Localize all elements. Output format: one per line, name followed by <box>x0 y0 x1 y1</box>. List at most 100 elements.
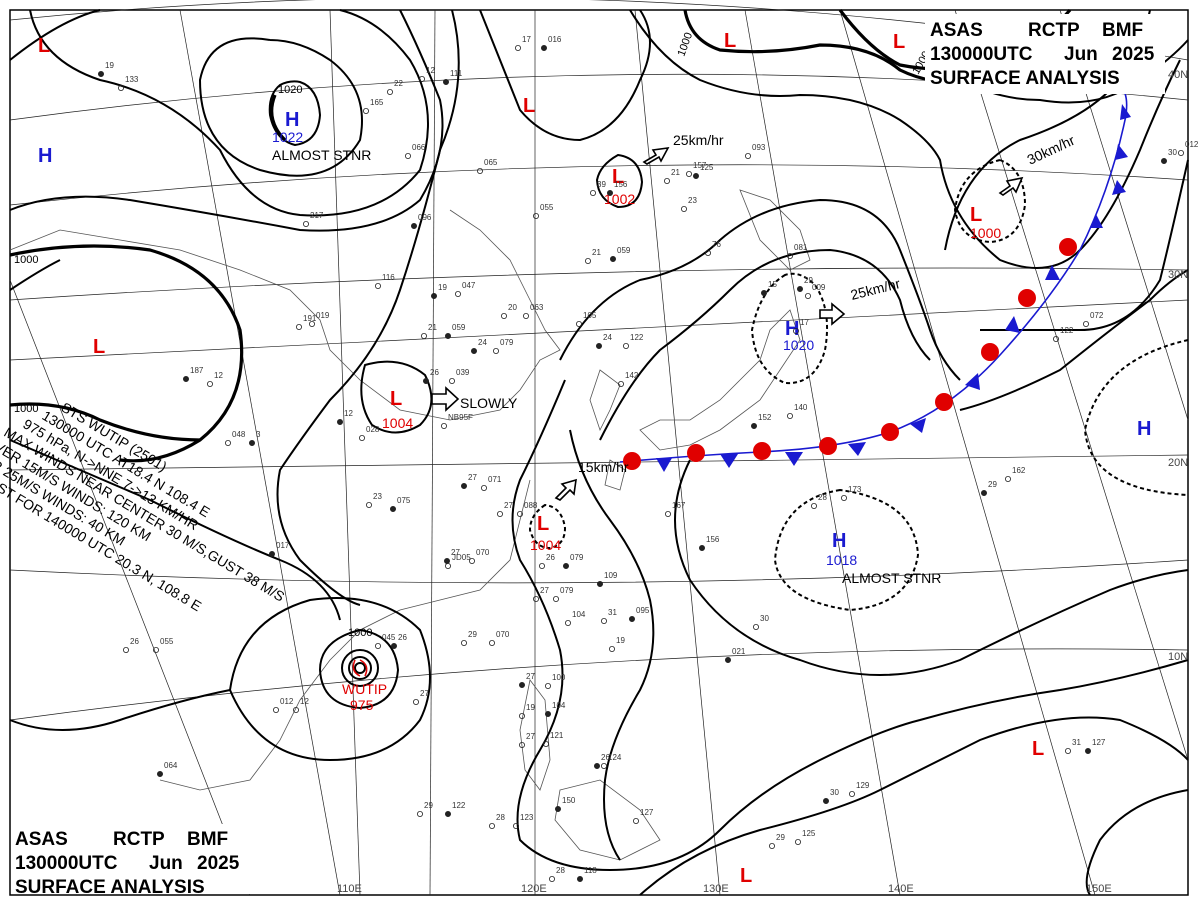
station-marker-icon <box>418 76 425 83</box>
station-report: 156 <box>614 180 628 189</box>
station-marker-icon <box>420 332 427 339</box>
station-report: 124 <box>608 753 622 762</box>
station-report: 079 <box>570 553 584 562</box>
station-report: 129 <box>856 781 870 790</box>
low-center-4: L <box>537 513 549 535</box>
station-marker-icon <box>753 624 760 631</box>
high-center-5: H <box>1137 418 1151 440</box>
station-report: 27 <box>526 672 535 681</box>
station-marker-icon <box>665 510 672 517</box>
station-marker-icon <box>576 320 583 327</box>
station-marker-icon <box>981 489 988 496</box>
station-marker-icon <box>751 422 758 429</box>
station-marker-icon <box>787 412 794 419</box>
station-marker-icon <box>365 501 372 508</box>
station-marker-icon <box>609 646 616 653</box>
isobars <box>9 8 1189 896</box>
low-center-11: L <box>740 865 752 887</box>
station-report: 122 <box>630 333 644 342</box>
high-center-2: H <box>38 145 52 167</box>
header-top-line2-c: 2025 <box>1112 44 1155 65</box>
station-report: 19 <box>526 703 535 712</box>
pressure-centers: L H 1022 H L L 1004 L 1004 L L 1002 L L … <box>38 30 1151 887</box>
station-report: 30 <box>830 788 839 797</box>
station-marker-icon <box>98 71 105 78</box>
station-marker-icon <box>295 323 302 330</box>
station-marker-icon <box>448 377 455 384</box>
station-report: 187 <box>190 366 204 375</box>
station-marker-icon <box>596 342 603 349</box>
lon-label-140e: 140E <box>888 883 914 895</box>
station-report: 075 <box>397 496 411 505</box>
station-report: 21 <box>428 323 437 332</box>
station-marker-icon <box>1085 748 1092 755</box>
motion-arrows <box>431 146 1024 501</box>
header-bottom-line2-c: 2025 <box>197 853 240 874</box>
station-marker-icon <box>1065 748 1072 755</box>
station-marker-icon <box>386 89 393 96</box>
station-marker-icon <box>563 563 570 570</box>
station-marker-icon <box>123 647 130 654</box>
station-report: 070 <box>476 548 490 557</box>
lat-label-40n: 40N <box>1168 69 1188 81</box>
motion-label-25kmhr-1: 25km/hr <box>673 132 724 148</box>
lat-label-20n: 20N <box>1168 457 1188 469</box>
station-report: 142 <box>625 371 639 380</box>
station-report: 065 <box>484 158 498 167</box>
station-report: 162 <box>1012 466 1026 475</box>
typhoon-pressure: 975 <box>350 697 374 713</box>
station-report: 30 <box>760 614 769 623</box>
station-report: 15 <box>768 280 777 289</box>
high-center-4-value: 1018 <box>826 552 857 568</box>
station-marker-icon <box>410 222 417 229</box>
station-report: 19 <box>616 636 625 645</box>
station-report: 055 <box>160 637 174 646</box>
station-marker-icon <box>513 823 520 830</box>
station-marker-icon <box>519 682 526 689</box>
station-report: JD05 <box>452 553 471 562</box>
station-report: 24 <box>603 333 612 342</box>
station-marker-icon <box>565 620 572 627</box>
station-marker-icon <box>118 85 125 92</box>
station-report: 048 <box>232 430 246 439</box>
station-report: 17 <box>522 35 531 44</box>
station-report: 21 <box>671 168 680 177</box>
lon-label-130e: 130E <box>703 883 729 895</box>
low-center-7: L <box>724 30 736 52</box>
header-bottom-line2-b: Jun <box>149 853 183 874</box>
header-top-line2-b: Jun <box>1064 44 1098 65</box>
station-marker-icon <box>182 375 189 382</box>
station-marker-icon <box>440 422 447 429</box>
typhoon-name: WUTIP <box>342 681 387 697</box>
station-marker-icon <box>444 811 451 818</box>
station-report: 009 <box>812 283 826 292</box>
station-marker-icon <box>545 683 552 690</box>
station-marker-icon <box>618 380 625 387</box>
station-marker-icon <box>543 741 550 748</box>
station-marker-icon <box>248 439 255 446</box>
lon-label-120e: 120E <box>521 883 547 895</box>
station-marker-icon <box>549 876 556 883</box>
high-center-1: H <box>285 109 299 131</box>
motion-label-slowly: SLOWLY <box>460 395 518 411</box>
station-report: NB95F <box>448 413 473 422</box>
header-bottom-line1-c: BMF <box>187 829 228 850</box>
station-report: 150 <box>562 796 576 805</box>
station-report: 125 <box>700 163 714 172</box>
station-report: 21 <box>592 248 601 257</box>
station-marker-icon <box>460 482 467 489</box>
header-top-line2-a: 130000UTC <box>930 44 1033 65</box>
header-bottom-line1-b: RCTP <box>113 829 165 850</box>
station-report: 26 <box>130 637 139 646</box>
station-marker-icon <box>545 711 552 718</box>
station-marker-icon <box>515 45 522 52</box>
station-marker-icon <box>152 647 159 654</box>
station-report: 140 <box>794 403 808 412</box>
station-report: 23 <box>688 196 697 205</box>
low-center-8: L <box>893 31 905 53</box>
station-report: 111 <box>450 69 463 78</box>
station-marker-icon <box>699 545 706 552</box>
station-marker-icon <box>488 640 495 647</box>
station-marker-icon <box>610 255 617 262</box>
